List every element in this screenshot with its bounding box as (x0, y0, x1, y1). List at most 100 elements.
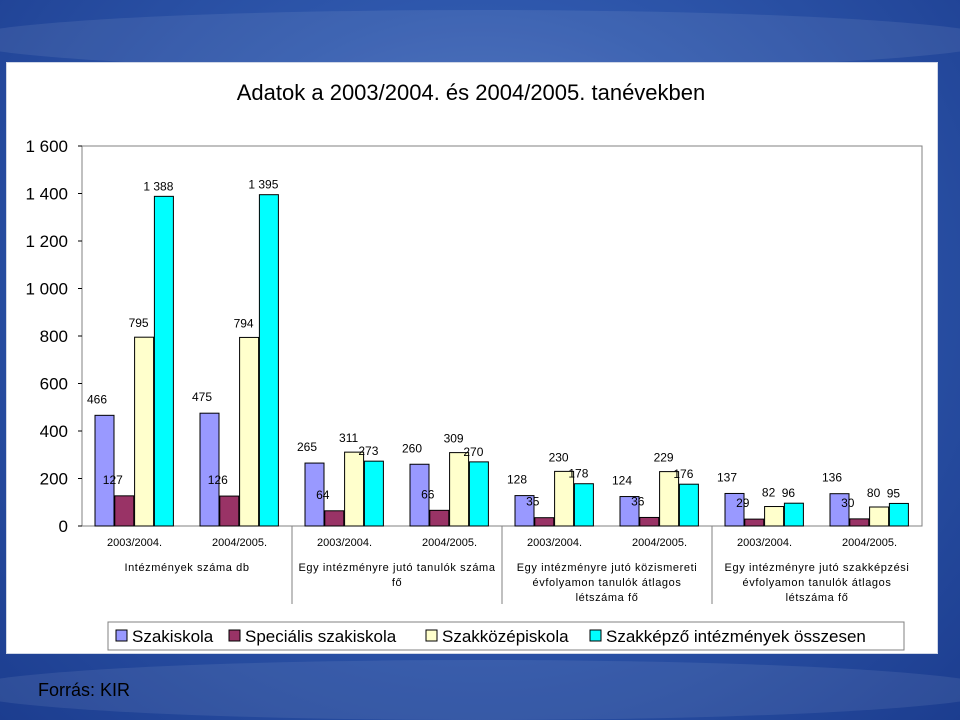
x-category-label: Egy intézményre jutó tanulók száma (298, 562, 495, 574)
bar (659, 471, 680, 527)
legend-label: Speciális szakiskola (245, 627, 397, 646)
x-year-label: 2003/2004. (737, 537, 792, 549)
data-label: 260 (402, 441, 422, 455)
data-label: 127 (103, 473, 123, 487)
bar (619, 496, 640, 527)
data-label: 1 388 (143, 179, 173, 193)
legend-label: Szakképző intézmények összesen (606, 627, 866, 646)
data-label: 229 (654, 451, 674, 465)
bar (363, 460, 384, 527)
data-label: 311 (339, 431, 358, 445)
bar (678, 483, 699, 527)
bar (409, 463, 430, 527)
source-note: Forrás: KIR (38, 680, 131, 700)
bar (449, 452, 470, 527)
data-label: 795 (129, 316, 149, 330)
bar (239, 336, 260, 527)
data-label: 126 (208, 473, 228, 487)
data-label: 176 (673, 467, 693, 481)
data-label: 178 (568, 467, 588, 481)
x-category-label: Egy intézményre jutó szakképzési (725, 562, 910, 574)
data-label: 64 (316, 488, 330, 502)
bar (258, 194, 279, 527)
bar (219, 495, 240, 527)
bar (114, 495, 135, 527)
bar (534, 517, 555, 527)
legend-label: Szakközépiskola (442, 627, 569, 646)
y-tick-label: 1 600 (25, 137, 68, 156)
data-label: 82 (762, 486, 776, 500)
x-year-label: 2004/2005. (842, 537, 897, 549)
x-category-label: évfolyamon tanulók átlagos (533, 577, 682, 589)
bar (134, 336, 155, 527)
data-label: 273 (358, 444, 378, 458)
data-label: 35 (526, 495, 540, 509)
data-label: 80 (867, 486, 881, 500)
x-year-label: 2004/2005. (212, 537, 267, 549)
bar (514, 495, 535, 527)
x-category-label: létszáma fő (786, 592, 849, 604)
bar (324, 510, 345, 527)
data-label: 309 (444, 432, 464, 446)
data-label: 270 (463, 445, 483, 459)
x-year-label: 2004/2005. (422, 537, 477, 549)
data-label: 95 (887, 486, 901, 500)
data-label: 466 (87, 392, 107, 406)
legend-box (107, 621, 905, 651)
legend-swatch (589, 629, 602, 642)
x-year-label: 2003/2004. (317, 537, 372, 549)
x-category-label: évfolyamon tanulók átlagos (743, 577, 892, 589)
data-label: 475 (192, 390, 212, 404)
chart-title: Adatok a 2003/2004. és 2004/2005. tanéve… (236, 80, 706, 105)
data-label: 128 (507, 473, 527, 487)
data-label: 1 395 (248, 178, 278, 192)
data-label: 124 (612, 474, 632, 488)
bar (764, 506, 785, 527)
legend-swatch (115, 629, 128, 642)
x-category-label: létszáma fő (576, 592, 639, 604)
data-label: 29 (736, 496, 750, 510)
y-tick-label: 800 (40, 327, 68, 346)
bar (429, 509, 450, 527)
bar (639, 516, 660, 527)
x-year-label: 2003/2004. (527, 537, 582, 549)
bar (724, 492, 745, 527)
data-label: 96 (782, 486, 796, 500)
bar (153, 195, 174, 527)
y-tick-label: 1 200 (25, 232, 68, 251)
data-label: 30 (841, 496, 855, 510)
legend-swatch (425, 629, 438, 642)
bar (869, 506, 890, 527)
bar (468, 461, 489, 527)
legend-swatch (228, 629, 241, 642)
x-category-label: Egy intézményre jutó közismereti (517, 562, 698, 574)
bar (554, 470, 575, 527)
data-label: 136 (822, 471, 842, 485)
plot-area (81, 145, 923, 527)
x-category-label: fő (392, 577, 402, 589)
data-label: 36 (631, 494, 645, 508)
y-tick-label: 200 (40, 470, 68, 489)
bar (344, 451, 365, 527)
bar (94, 414, 115, 527)
y-tick-label: 400 (40, 422, 68, 441)
x-year-label: 2003/2004. (107, 537, 162, 549)
y-tick-label: 1 000 (25, 280, 68, 299)
data-label: 137 (717, 470, 737, 484)
bar (199, 412, 220, 527)
bar (573, 483, 594, 527)
bar (888, 502, 909, 527)
data-label: 230 (549, 450, 569, 464)
y-tick-label: 0 (59, 517, 68, 536)
bar (304, 462, 325, 527)
data-label: 794 (234, 316, 254, 330)
y-tick-label: 1 400 (25, 185, 68, 204)
legend-label: Szakiskola (132, 627, 214, 646)
data-label: 66 (421, 487, 435, 501)
x-category-label: Intézmények száma db (124, 562, 249, 574)
y-tick-label: 600 (40, 375, 68, 394)
data-label: 265 (297, 440, 317, 454)
bar (783, 502, 804, 527)
x-year-label: 2004/2005. (632, 537, 687, 549)
